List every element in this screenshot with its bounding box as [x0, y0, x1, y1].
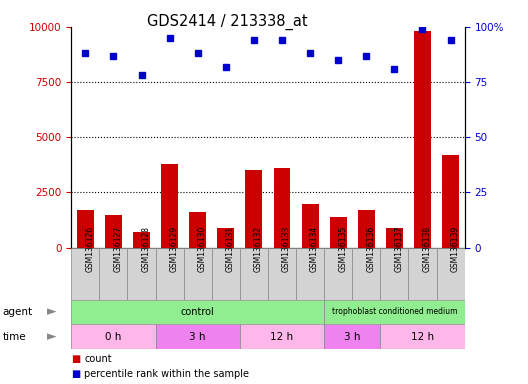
Text: 3 h: 3 h [344, 332, 361, 342]
Text: GSM136138: GSM136138 [422, 226, 431, 272]
Text: GSM136133: GSM136133 [282, 226, 291, 272]
Text: ■: ■ [71, 354, 81, 364]
Bar [184, 248, 212, 300]
Text: count: count [84, 354, 112, 364]
Text: percentile rank within the sample: percentile rank within the sample [84, 369, 250, 379]
Text: GSM136126: GSM136126 [86, 226, 95, 272]
Bar [240, 248, 268, 300]
Text: GSM136130: GSM136130 [197, 226, 207, 272]
Bar [156, 248, 184, 300]
Text: GDS2414 / 213338_at: GDS2414 / 213338_at [147, 13, 307, 30]
Bar [218, 228, 234, 248]
Bar [161, 164, 178, 248]
Text: 3 h: 3 h [190, 332, 206, 342]
Text: agent: agent [3, 307, 33, 317]
Bar [442, 155, 459, 248]
Bar [437, 248, 465, 300]
Text: GSM136134: GSM136134 [310, 226, 319, 272]
Text: ■: ■ [71, 369, 81, 379]
Text: trophoblast conditioned medium: trophoblast conditioned medium [332, 308, 457, 316]
Bar [330, 217, 346, 248]
Bar [352, 248, 380, 300]
Bar [358, 210, 375, 248]
Bar [240, 324, 324, 349]
Bar [190, 212, 206, 248]
Text: GSM136135: GSM136135 [338, 226, 347, 272]
Bar [105, 215, 122, 248]
Text: time: time [3, 332, 26, 342]
Bar [380, 324, 465, 349]
Text: GSM136136: GSM136136 [366, 226, 375, 272]
Bar [71, 324, 156, 349]
Text: control: control [181, 307, 214, 317]
Text: GSM136128: GSM136128 [142, 226, 150, 272]
Text: GSM136131: GSM136131 [226, 226, 235, 272]
Bar [380, 248, 409, 300]
Bar [77, 210, 94, 248]
Bar [296, 248, 324, 300]
Bar [246, 170, 262, 248]
Text: 12 h: 12 h [411, 332, 434, 342]
Bar [99, 248, 127, 300]
Text: 12 h: 12 h [270, 332, 294, 342]
Text: GSM136139: GSM136139 [450, 226, 459, 272]
Bar [386, 228, 403, 248]
Bar [127, 248, 156, 300]
Text: 0 h: 0 h [105, 332, 121, 342]
Bar [71, 300, 324, 324]
Text: GSM136129: GSM136129 [169, 226, 178, 272]
Bar [324, 324, 380, 349]
Text: GSM136137: GSM136137 [394, 226, 403, 272]
Text: GSM136127: GSM136127 [114, 226, 122, 272]
Text: ►: ► [47, 306, 56, 318]
Bar [324, 248, 352, 300]
Text: ►: ► [47, 331, 56, 343]
Bar [71, 248, 99, 300]
Bar [274, 168, 290, 248]
Text: GSM136132: GSM136132 [254, 226, 263, 272]
Bar [409, 248, 437, 300]
Bar [212, 248, 240, 300]
Bar [301, 204, 318, 248]
Bar [324, 300, 465, 324]
Bar [156, 324, 240, 349]
Bar [268, 248, 296, 300]
Bar [414, 31, 431, 248]
Bar [133, 232, 150, 248]
